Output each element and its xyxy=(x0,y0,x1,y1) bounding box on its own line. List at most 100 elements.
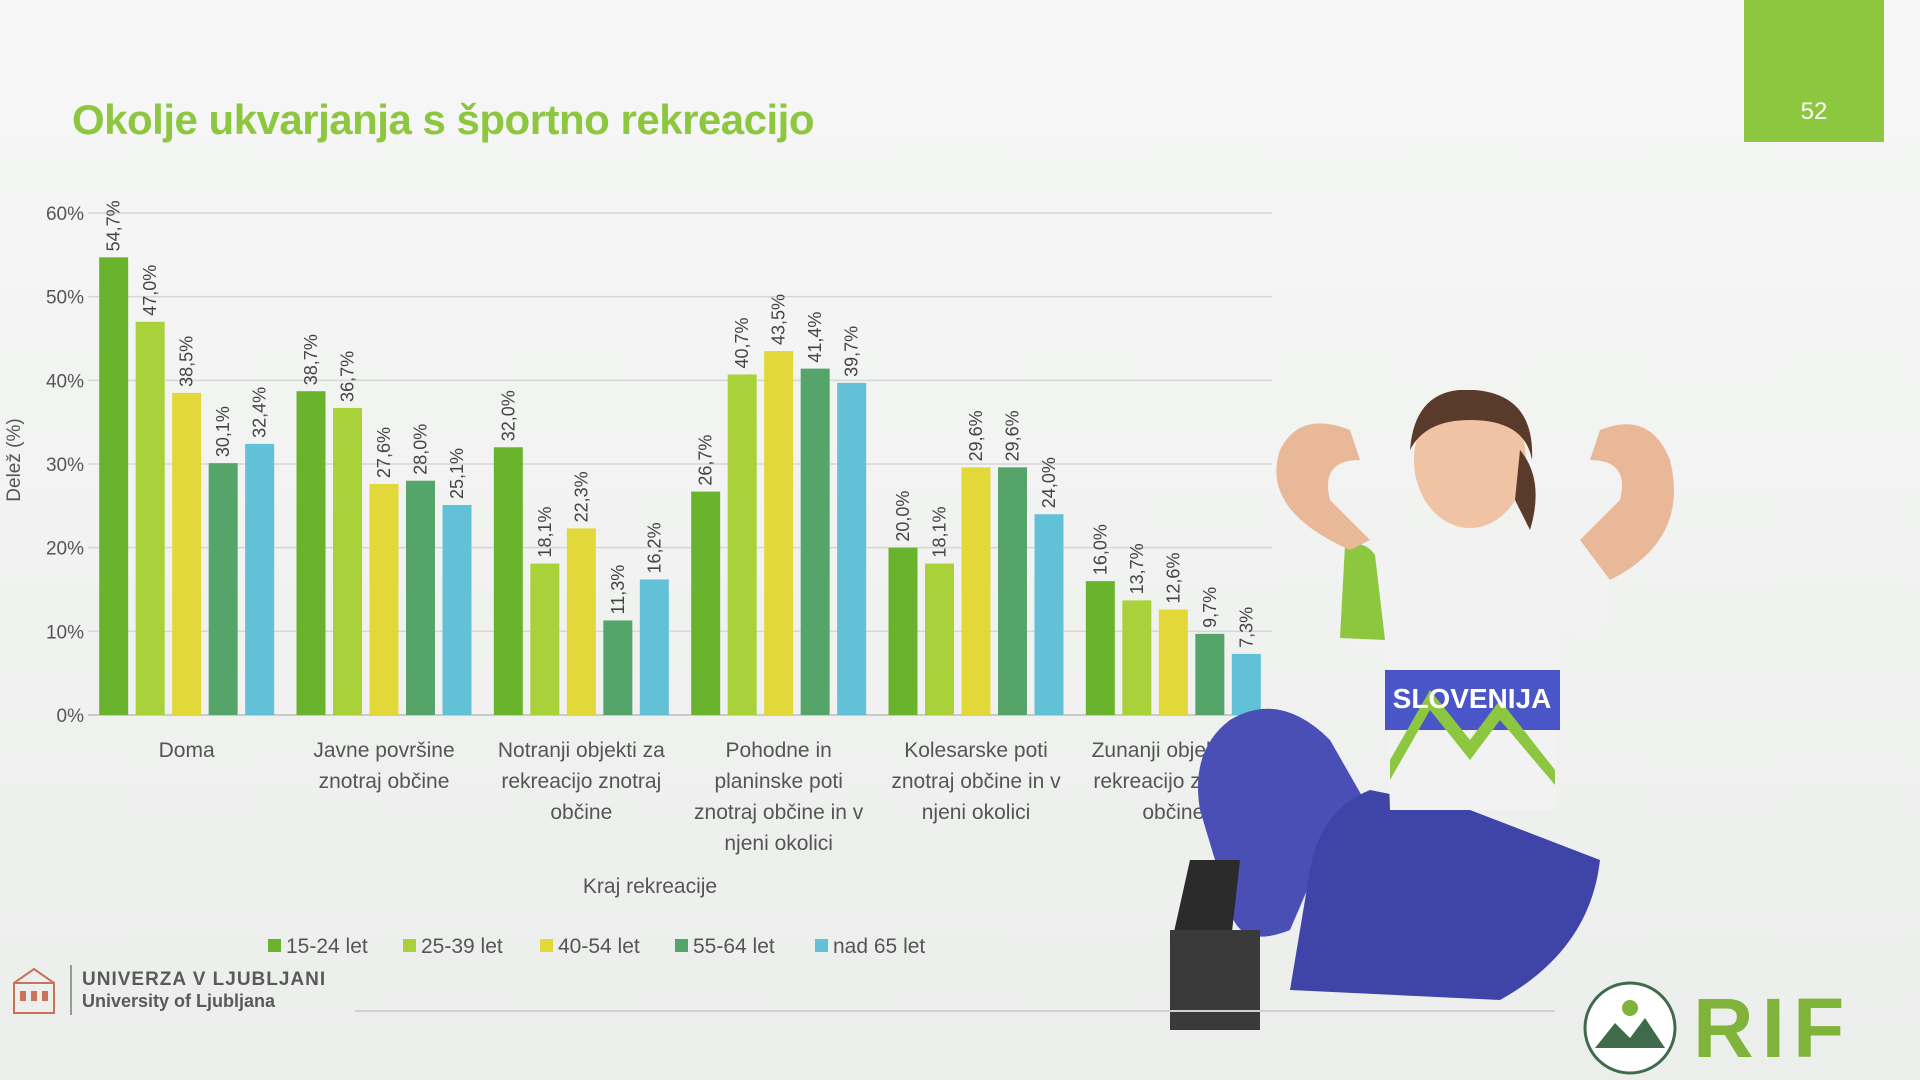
data-label: 27,6% xyxy=(374,427,394,478)
legend-label: 25-39 let xyxy=(421,935,503,958)
bar xyxy=(566,528,596,715)
data-label: 26,7% xyxy=(696,435,716,486)
bar xyxy=(99,257,129,715)
bar xyxy=(1122,600,1152,715)
bar xyxy=(369,484,399,715)
legend-item: 25-39 let xyxy=(403,935,503,958)
athlete-illustration: SLOVENIJA xyxy=(1170,390,1674,1030)
bar xyxy=(406,480,435,715)
bar xyxy=(245,443,275,715)
bar xyxy=(925,563,954,715)
slide-title: Okolje ukvarjanja s športno rekreacijo xyxy=(72,96,814,143)
legend-swatch xyxy=(403,939,416,952)
legend-item: 55-64 let xyxy=(675,935,775,958)
category-label: Javne površine znotraj občine xyxy=(313,739,454,793)
data-label: 29,6% xyxy=(966,410,986,461)
legend-item: nad 65 let xyxy=(815,935,925,958)
bar xyxy=(727,374,757,715)
data-label: 18,1% xyxy=(535,507,555,558)
bar xyxy=(135,321,165,715)
data-label: 38,5% xyxy=(177,336,197,387)
university-name-en: University of Ljubljana xyxy=(82,990,276,1011)
y-axis-label: Delež (%) xyxy=(4,418,25,501)
grid-lines xyxy=(88,212,1272,716)
footer-divider xyxy=(355,1010,1555,1012)
bar xyxy=(837,382,867,715)
x-axis-label: Kraj rekreacije xyxy=(583,875,717,898)
university-name: UNIVERZA V LJUBLJANI xyxy=(82,968,327,990)
category-label: Doma xyxy=(159,739,215,762)
data-label: 32,0% xyxy=(498,390,518,441)
rif-seal-icon xyxy=(1583,981,1677,1075)
data-label: 11,3% xyxy=(608,565,628,615)
bar xyxy=(172,392,202,715)
legend-swatch xyxy=(815,939,828,952)
logo-divider xyxy=(70,965,72,1015)
legend-label: 55-64 let xyxy=(693,935,775,958)
data-label: 16,2% xyxy=(644,522,664,573)
data-label: 54,7% xyxy=(104,200,124,251)
data-label: 28,0% xyxy=(411,424,431,475)
data-label: 12,6% xyxy=(1163,553,1183,604)
bar xyxy=(764,351,794,715)
data-labels: 54,7% 47,0% 38,5% 30,1% 32,4% 38,7% 36,7% 27,6%… xyxy=(104,200,1257,648)
bar xyxy=(1231,653,1261,715)
bars xyxy=(99,257,1261,715)
category-label: Notranji objekti za rekreacijo znotraj obč… xyxy=(498,739,665,824)
data-label: 9,7% xyxy=(1200,587,1220,628)
data-label: 47,0% xyxy=(140,265,160,316)
bar xyxy=(296,391,326,715)
legend-label: 40-54 let xyxy=(558,935,640,958)
y-tick-labels: 0% 10% 20% 30% 40% 50% 60% xyxy=(46,204,84,727)
bar xyxy=(442,504,472,715)
legend-label: nad 65 let xyxy=(833,935,925,958)
data-label: 39,7% xyxy=(842,326,862,377)
y-tick-label: 20% xyxy=(46,539,84,560)
university-crest-icon xyxy=(13,967,55,1014)
bar xyxy=(691,491,721,715)
data-label: 41,4% xyxy=(805,312,825,363)
data-label: 30,1% xyxy=(213,406,233,457)
y-tick-label: 60% xyxy=(46,204,84,225)
legend-item: 15-24 let xyxy=(268,935,368,958)
rif-text: RIF xyxy=(1693,980,1853,1075)
page-number: 52 xyxy=(1800,98,1828,125)
data-label: 29,6% xyxy=(1003,410,1023,461)
data-label: 36,7% xyxy=(338,351,358,402)
bar xyxy=(530,563,560,715)
legend-label: 15-24 let xyxy=(286,935,368,958)
legend-swatch xyxy=(675,939,688,952)
data-label: 22,3% xyxy=(571,471,591,522)
data-label: 7,3% xyxy=(1236,607,1256,648)
y-tick-label: 40% xyxy=(46,371,84,392)
y-tick-label: 10% xyxy=(46,622,84,643)
data-label: 18,1% xyxy=(930,507,950,558)
legend-item: 40-54 let xyxy=(540,935,640,958)
data-label: 16,0% xyxy=(1090,524,1110,575)
data-label: 25,1% xyxy=(447,448,467,499)
category-labels: Doma Javne površine znotraj občine Notranji… xyxy=(159,739,1256,855)
data-label: 20,0% xyxy=(893,491,913,542)
category-label: Kolesarske poti znotraj občine in v njeni … xyxy=(891,739,1061,824)
y-tick-label: 50% xyxy=(46,288,84,309)
page-number-badge: 52 xyxy=(1744,0,1884,142)
data-label: 43,5% xyxy=(769,294,789,345)
data-label: 38,7% xyxy=(301,334,321,385)
legend-swatch xyxy=(540,939,553,952)
bar xyxy=(639,579,669,715)
data-label: 32,4% xyxy=(250,387,270,438)
bar xyxy=(1158,609,1188,715)
bar xyxy=(800,368,830,715)
bar xyxy=(888,547,918,715)
y-tick-label: 30% xyxy=(46,455,84,476)
bar xyxy=(493,447,523,715)
bar xyxy=(333,407,362,715)
data-label: 40,7% xyxy=(732,317,752,368)
data-label: 13,7% xyxy=(1127,543,1147,594)
bar xyxy=(998,467,1027,715)
y-tick-label: 0% xyxy=(57,706,85,727)
legend: 15-24 let 25-39 let 40-54 let 55-64 let nad … xyxy=(268,935,925,958)
bar xyxy=(961,467,991,715)
